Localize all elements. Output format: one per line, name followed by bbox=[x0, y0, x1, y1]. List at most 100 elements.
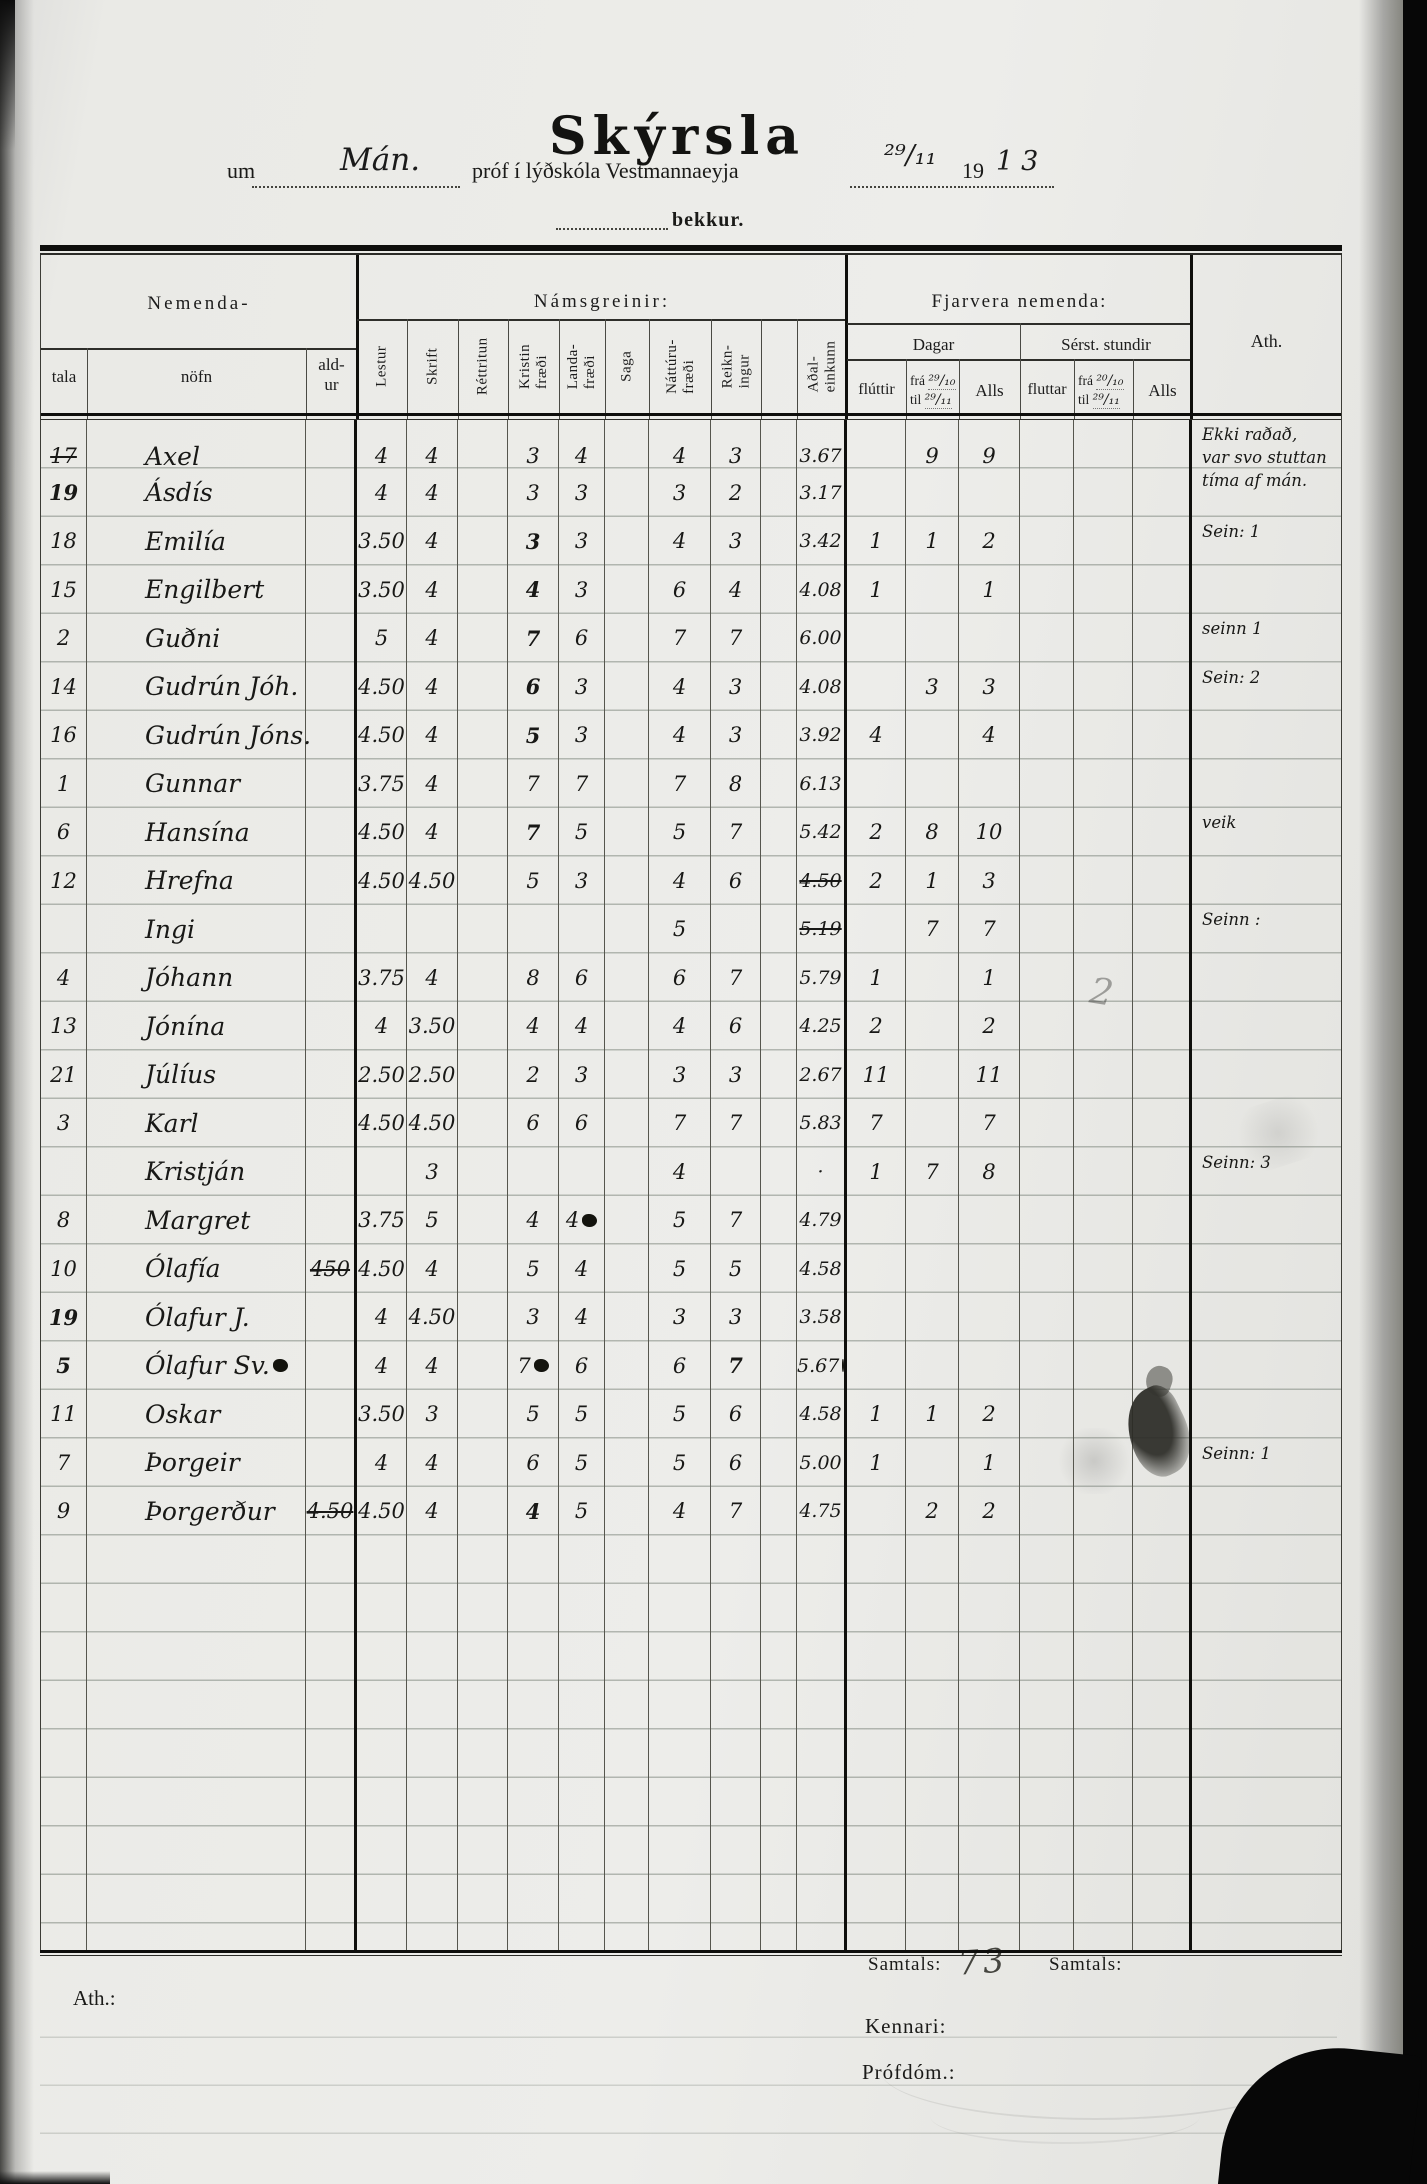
cell-lestur: 3.50 bbox=[357, 517, 407, 566]
cell-aldur: 4.50 bbox=[306, 1487, 357, 1536]
cell-adaleinkunn: 3.17 bbox=[797, 468, 847, 517]
cell-reikningur: 3 bbox=[711, 420, 761, 492]
cell-dagar-fluttir bbox=[847, 1535, 906, 1950]
cell-nofn: Engilbert bbox=[87, 565, 306, 614]
cell-saga bbox=[605, 759, 649, 808]
cell-ath-note: Sein: 1 bbox=[1202, 522, 1261, 541]
cell-rettritun bbox=[458, 420, 508, 492]
cell-reikningur: 7 bbox=[711, 1196, 761, 1245]
cell-skrift bbox=[407, 1535, 458, 1950]
cell-stundir-fluttar bbox=[1020, 1002, 1074, 1051]
cell-dagar-alls: 2 bbox=[959, 1487, 1020, 1536]
cell-natturufraedi: 7 bbox=[649, 1099, 711, 1148]
cell-landafraedi bbox=[559, 905, 605, 954]
cell-adaleinkunn: 4.75 bbox=[797, 1487, 847, 1536]
cell-stundir-fluttar bbox=[1020, 1050, 1074, 1099]
cell-adaleinkunn: 4.08 bbox=[797, 662, 847, 711]
cell-skrift: 4 bbox=[407, 517, 458, 566]
header-line bbox=[357, 319, 847, 321]
cell-stundir-fra-til bbox=[1074, 759, 1133, 808]
cell-natturufraedi: 4 bbox=[649, 420, 711, 492]
cell-stundir-alls bbox=[1133, 1050, 1192, 1099]
cell-lestur: 4 bbox=[357, 1438, 407, 1487]
cell-stundir-alls bbox=[1133, 905, 1192, 954]
cell-blank bbox=[761, 1438, 797, 1487]
column-line bbox=[559, 319, 560, 420]
cell-landafraedi bbox=[559, 1535, 605, 1950]
cell-blank bbox=[761, 1487, 797, 1536]
cell-ath-note: Seinn : bbox=[1202, 910, 1261, 929]
cell-saga bbox=[605, 1002, 649, 1051]
cell-kristinfraedi: 6 bbox=[508, 1438, 559, 1487]
cell-landafraedi bbox=[559, 1147, 605, 1196]
subtitle-date-handwritten: ²⁹/₁₁ bbox=[884, 140, 937, 171]
cell-landafraedi: 4 bbox=[559, 1293, 605, 1342]
cell-natturufraedi: 5 bbox=[649, 808, 711, 857]
cell-tala: 8 bbox=[41, 1196, 87, 1245]
cell-stundir-fluttar bbox=[1020, 614, 1074, 663]
cell-blank bbox=[761, 662, 797, 711]
column-line-thick bbox=[845, 255, 848, 420]
cell-dagar-fluttir: 1 bbox=[847, 517, 906, 566]
cell-reikningur: 7 bbox=[711, 808, 761, 857]
cell-stundir-alls bbox=[1133, 420, 1192, 492]
cell-dagar-alls: 4 bbox=[959, 711, 1020, 760]
cell-adaleinkunn: 6.00 bbox=[797, 614, 847, 663]
cell-dagar-alls: 2 bbox=[959, 1390, 1020, 1439]
cell-kristinfraedi bbox=[508, 1535, 559, 1950]
column-line bbox=[87, 348, 88, 420]
ink-blot bbox=[582, 1213, 598, 1227]
subtitle-prof-line: próf í lýðskóla Vestmannaeyja bbox=[472, 158, 739, 183]
table-row: 19 Ásdís 4 4 3 3 3 2 3.17 bbox=[41, 468, 1341, 517]
cell-lestur: 3.50 bbox=[357, 565, 407, 614]
cell-landafraedi: 3 bbox=[559, 662, 605, 711]
cell-kristinfraedi bbox=[508, 1147, 559, 1196]
cell-landafraedi: 3 bbox=[559, 711, 605, 760]
cell-rettritun bbox=[458, 1341, 508, 1390]
cell-natturufraedi: 3 bbox=[649, 1050, 711, 1099]
cell-kristinfraedi: 7 bbox=[508, 1341, 559, 1390]
cell-dagar-fra-til bbox=[906, 468, 959, 517]
cell-dagar-fluttir: 1 bbox=[847, 1147, 906, 1196]
stundir-from-date-handwritten: ²⁰/₁₀ bbox=[1096, 373, 1124, 390]
cell-landafraedi: 4 bbox=[559, 1196, 605, 1245]
table-row: 8 Margret 3.75 5 4 4 5 7 4.79 bbox=[41, 1196, 1341, 1245]
cell-landafraedi: 5 bbox=[559, 808, 605, 857]
cell-ath-note bbox=[1192, 1342, 1341, 1391]
cell-dagar-fra-til bbox=[906, 1438, 959, 1487]
cell-dagar-fra-til: 7 bbox=[906, 1147, 959, 1196]
cell-skrift: 4 bbox=[407, 468, 458, 517]
cell-skrift: 4.50 bbox=[407, 1293, 458, 1342]
cell-lestur: 2.50 bbox=[357, 1050, 407, 1099]
cell-dagar-fra-til bbox=[906, 1535, 959, 1950]
cell-aldur bbox=[306, 1147, 357, 1196]
cell-ath-note: Sein: 2 bbox=[1202, 667, 1261, 687]
footer-samtals-label-1: Samtals: bbox=[868, 1954, 942, 1975]
bekkur-label: bekkur. bbox=[672, 209, 745, 231]
cell-blank bbox=[761, 1341, 797, 1390]
dagar-to-date-handwritten: ²⁹/₁₁ bbox=[924, 392, 952, 409]
cell-dagar-fluttir: 2 bbox=[847, 808, 906, 857]
cell-dagar-alls: 2 bbox=[959, 517, 1020, 566]
cell-blank bbox=[761, 1050, 797, 1099]
cell-blank bbox=[761, 759, 797, 808]
cell-nofn: Hrefna bbox=[87, 856, 306, 905]
cell-tala: 15 bbox=[41, 565, 87, 614]
table-row: 4 Jóhann 3.75 4 8 6 6 7 5.79 1 1 bbox=[41, 953, 1341, 1002]
cell-nofn: Ingi bbox=[87, 905, 306, 954]
cell-blank bbox=[761, 420, 797, 492]
cell-kristinfraedi: 5 bbox=[508, 1244, 559, 1293]
cell-landafraedi: 6 bbox=[559, 953, 605, 1002]
cell-stundir-fluttar bbox=[1020, 1196, 1074, 1245]
table-top-rule-thin bbox=[40, 253, 1342, 255]
cell-aldur bbox=[306, 953, 357, 1002]
cell-blank bbox=[761, 1390, 797, 1439]
cell-stundir-alls bbox=[1133, 468, 1192, 517]
ink-blot bbox=[272, 1359, 288, 1373]
cell-dagar-alls: 10 bbox=[959, 808, 1020, 857]
cell-natturufraedi: 3 bbox=[649, 1293, 711, 1342]
cell-dagar-alls: 7 bbox=[959, 905, 1020, 954]
cell-adaleinkunn: · bbox=[797, 1147, 847, 1196]
cell-stundir-fluttar bbox=[1020, 420, 1074, 492]
cell-natturufraedi: 5 bbox=[649, 1390, 711, 1439]
